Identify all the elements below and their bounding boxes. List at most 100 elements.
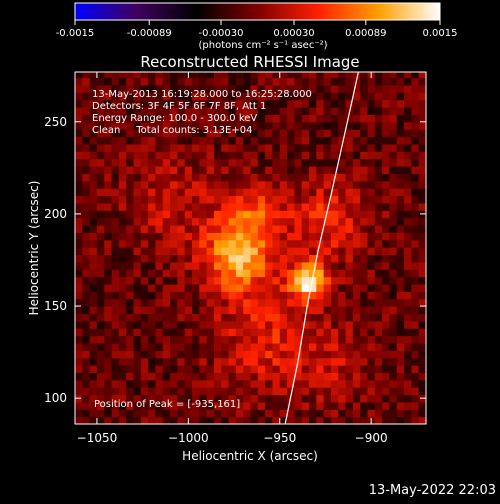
heatmap-cell [411,218,419,226]
heatmap-cell [148,195,156,203]
heatmap-cell [236,166,244,174]
heatmap-cell [119,350,127,358]
heatmap-cell [126,254,134,262]
heatmap-cell [375,137,383,145]
heatmap-cell [258,350,266,358]
heatmap-cell [236,173,244,181]
heatmap-cell [316,336,324,344]
heatmap-cell [236,321,244,329]
heatmap-cell [148,173,156,181]
heatmap-cell [265,321,273,329]
heatmap-cell [419,100,427,108]
heatmap-cell [360,262,368,270]
heatmap-cell [163,306,171,314]
heatmap-cell [148,358,156,366]
heatmap-cell [338,107,346,115]
heatmap-cell [316,365,324,373]
heatmap-cell [316,291,324,299]
heatmap-cell [104,225,112,233]
heatmap-cell [411,100,419,108]
heatmap-cell [397,173,405,181]
heatmap-cell [316,78,324,86]
heatmap-cell [338,409,346,417]
heatmap-cell [251,365,259,373]
heatmap-cell [119,306,127,314]
heatmap-cell [316,306,324,314]
heatmap-cell [265,151,273,159]
heatmap-cell [294,144,302,152]
heatmap-cell [294,417,302,425]
heatmap-cell [280,269,288,277]
heatmap-cell [280,137,288,145]
heatmap-cell [155,247,163,255]
heatmap-cell [404,195,412,203]
heatmap-cell [294,328,302,336]
heatmap-cell [243,417,251,425]
heatmap-cell [229,159,237,167]
heatmap-cell [375,203,383,211]
heatmap-cell [97,284,105,292]
heatmap-cell [346,417,354,425]
heatmap-cell [338,218,346,226]
heatmap-cell [360,299,368,307]
heatmap-cell [338,284,346,292]
y-axis-label: Heliocentric Y (arcsec) [27,181,41,316]
heatmap-cell [287,100,295,108]
heatmap-cell [338,240,346,248]
heatmap-cell [75,328,83,336]
heatmap-cell [375,254,383,262]
heatmap-cell [148,328,156,336]
heatmap-cell [82,129,90,137]
heatmap-cell [90,159,98,167]
heatmap-cell [112,409,120,417]
heatmap-cell [280,114,288,122]
heatmap-cell [287,203,295,211]
heatmap-cell [199,232,207,240]
heatmap-cell [280,232,288,240]
heatmap-cell [75,70,83,78]
heatmap-cell [324,372,332,380]
heatmap-cell [287,107,295,115]
heatmap-cell [90,380,98,388]
heatmap-cell [302,372,310,380]
heatmap-cell [389,129,397,137]
heatmap-cell [229,306,237,314]
heatmap-cell [199,247,207,255]
heatmap-cell [214,350,222,358]
heatmap-cell [272,240,280,248]
heatmap-cell [309,343,317,351]
heatmap-cell [411,129,419,137]
heatmap-cell [229,218,237,226]
heatmap-cell [338,166,346,174]
heatmap-cell [134,203,142,211]
heatmap-cell [419,173,427,181]
heatmap-cell [382,122,390,130]
heatmap-cell [185,343,193,351]
heatmap-cell [221,328,229,336]
heatmap-cell [170,380,178,388]
heatmap-cell [309,122,317,130]
heatmap-cell [243,254,251,262]
heatmap-cell [375,122,383,130]
heatmap-cell [309,78,317,86]
heatmap-cell [419,232,427,240]
heatmap-cell [404,262,412,270]
heatmap-cell [272,129,280,137]
heatmap-cell [280,218,288,226]
heatmap-cell [353,218,361,226]
heatmap-cell [236,358,244,366]
heatmap-cell [192,372,200,380]
heatmap-cell [287,358,295,366]
heatmap-cell [316,173,324,181]
heatmap-cell [221,291,229,299]
heatmap-cell [411,350,419,358]
heatmap-cell [338,277,346,285]
heatmap-cell [199,284,207,292]
heatmap-cell [229,328,237,336]
heatmap-cell [192,203,200,211]
heatmap-cell [148,225,156,233]
heatmap-cell [411,409,419,417]
heatmap-cell [97,70,105,78]
info-line-time: 13-May-2013 16:19:28.000 to 16:25:28.000 [92,89,312,100]
heatmap-cell [324,262,332,270]
